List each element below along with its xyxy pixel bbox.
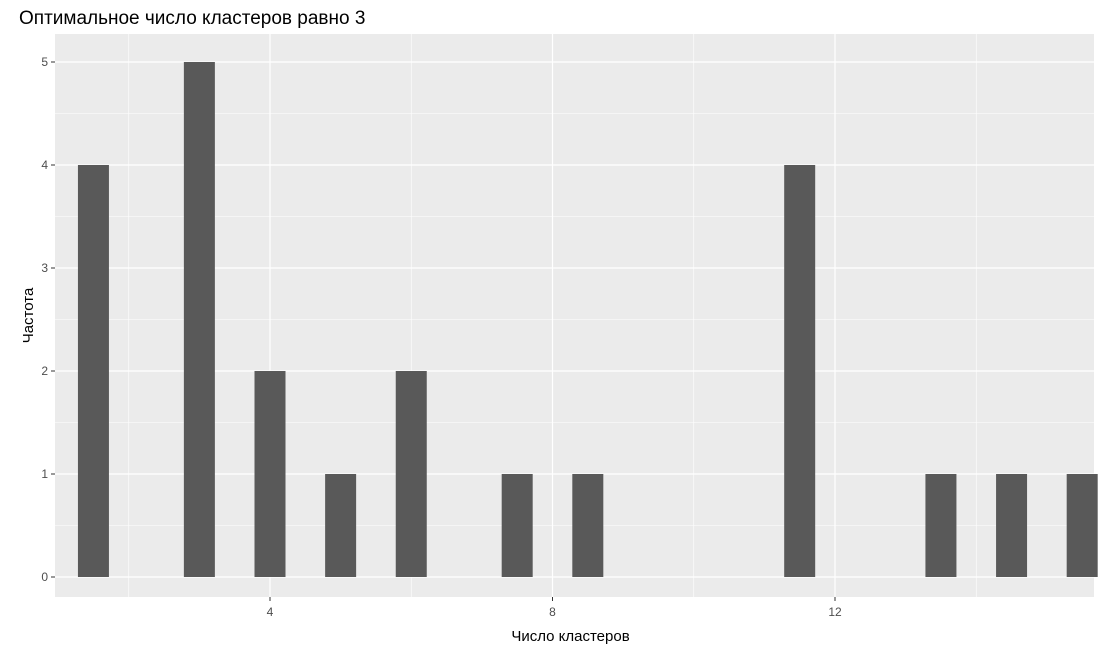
bar bbox=[1066, 474, 1098, 577]
y-tick-label: 0 bbox=[41, 570, 48, 584]
bar bbox=[254, 371, 286, 577]
bar bbox=[77, 165, 109, 577]
y-axis-title: Частота bbox=[20, 287, 37, 343]
bar bbox=[183, 62, 215, 577]
x-axis: 4 8 12 bbox=[267, 597, 842, 619]
y-tick-label: 5 bbox=[41, 55, 48, 69]
bar bbox=[925, 474, 957, 577]
y-tick-label: 2 bbox=[41, 364, 48, 378]
grid-minor bbox=[55, 34, 1094, 597]
chart-title: Оптимальное число кластеров равно 3 bbox=[19, 8, 366, 29]
x-axis-title: Число кластеров bbox=[511, 628, 629, 645]
bar bbox=[501, 474, 533, 577]
bar bbox=[395, 371, 427, 577]
y-tick-label: 1 bbox=[41, 467, 48, 481]
bar bbox=[784, 165, 816, 577]
bar bbox=[325, 474, 357, 577]
x-tick-label: 8 bbox=[549, 605, 556, 619]
y-axis: 0 1 2 3 4 5 bbox=[41, 55, 55, 584]
bars bbox=[77, 62, 1098, 577]
x-tick-label: 4 bbox=[267, 605, 274, 619]
bar bbox=[572, 474, 604, 577]
x-tick-label: 12 bbox=[828, 605, 842, 619]
y-tick-label: 4 bbox=[41, 158, 48, 172]
y-tick-label: 3 bbox=[41, 261, 48, 275]
bar bbox=[996, 474, 1028, 577]
